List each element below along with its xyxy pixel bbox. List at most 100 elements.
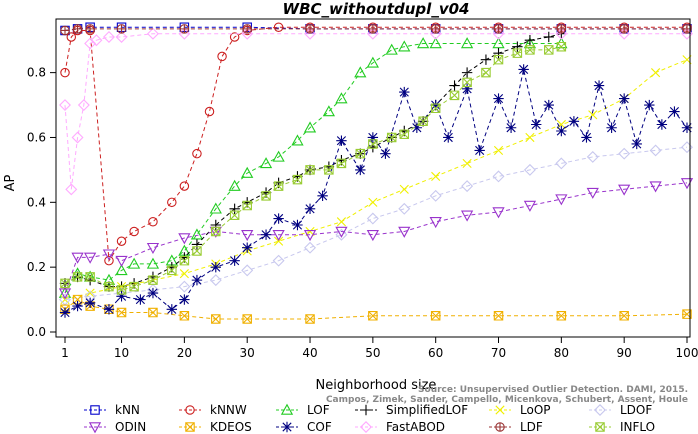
data-point	[336, 158, 347, 169]
series-line	[64, 33, 562, 288]
data-point	[211, 226, 221, 237]
data-point	[556, 41, 567, 52]
data-point	[493, 54, 504, 65]
legend-entry-ldf: LDF	[489, 420, 543, 434]
x-tick-label: 50	[365, 346, 380, 360]
series-cof	[59, 64, 693, 318]
legend-swatch-marker	[495, 405, 505, 415]
legend-entry-simplifiedlof: SimplifiedLOF	[355, 403, 468, 417]
legend-swatch-marker	[360, 421, 372, 433]
data-point	[59, 307, 71, 318]
data-point	[261, 191, 271, 201]
data-point	[179, 24, 190, 34]
data-point	[317, 190, 328, 202]
legend-swatch-marker	[360, 404, 372, 416]
data-point	[543, 99, 554, 111]
data-point	[335, 228, 348, 241]
data-point	[209, 274, 222, 287]
data-point	[59, 99, 71, 112]
y-tick-label: 0.2	[27, 260, 46, 274]
data-point	[398, 226, 411, 238]
data-point	[399, 184, 409, 194]
data-point	[305, 165, 315, 175]
data-point	[555, 194, 568, 206]
legend-label: SimplifiedLOF	[386, 403, 468, 417]
data-point	[274, 236, 284, 246]
legend-entry-ldof: LDOF	[589, 403, 652, 417]
data-point	[354, 66, 367, 78]
data-point	[241, 166, 254, 178]
data-point	[586, 150, 599, 163]
data-point	[148, 307, 158, 318]
data-point	[462, 158, 472, 168]
data-point	[512, 41, 523, 52]
data-point	[179, 311, 190, 321]
data-point	[523, 163, 536, 176]
y-tick-label: 0.4	[27, 195, 46, 209]
data-point	[336, 135, 347, 146]
data-point	[127, 257, 141, 269]
series-loop	[60, 55, 692, 305]
data-point	[103, 30, 115, 43]
legend-entry-inflo: INFLO	[589, 420, 655, 434]
data-point	[460, 210, 474, 222]
data-point	[204, 106, 215, 117]
data-point	[398, 202, 411, 215]
axis-ticks: 1 10 20 30 40 50 60 70 80 90 100 0.0 0.2 0.4 0.6 0.8	[27, 66, 698, 360]
data-point	[190, 228, 204, 240]
y-axis-label: AP	[3, 174, 18, 191]
data-point	[523, 200, 537, 212]
data-point	[462, 77, 472, 88]
legend-swatch-marker	[595, 422, 605, 432]
series-line	[64, 33, 687, 190]
data-point	[211, 314, 221, 324]
data-point	[192, 148, 202, 159]
data-point	[179, 181, 190, 191]
legend-entry-cof: COF	[276, 420, 332, 434]
data-point	[229, 210, 240, 221]
data-point	[493, 93, 504, 104]
data-point	[556, 24, 567, 34]
data-point	[191, 239, 203, 250]
data-point	[146, 242, 160, 255]
data-point	[411, 122, 423, 133]
data-point	[523, 37, 537, 49]
data-point	[367, 132, 379, 143]
data-point	[72, 272, 83, 282]
data-point	[531, 119, 542, 130]
data-point	[480, 54, 492, 65]
data-point	[241, 229, 254, 242]
legend-entry-kdeos: KDEOS	[179, 420, 252, 434]
data-point	[303, 121, 317, 133]
data-point	[102, 249, 116, 261]
data-point	[430, 103, 441, 114]
series-inflo	[60, 41, 567, 295]
legend-label: kNN	[115, 403, 140, 417]
x-tick-label: 70	[491, 346, 506, 360]
legend-swatch-marker	[280, 403, 294, 415]
data-point	[430, 99, 441, 111]
data-point	[399, 86, 410, 98]
data-point	[58, 288, 72, 300]
series-line	[64, 59, 688, 301]
data-point	[115, 264, 128, 276]
data-point	[147, 287, 159, 299]
x-tick-label: 60	[428, 346, 443, 360]
data-point	[179, 269, 189, 279]
data-point	[72, 294, 83, 305]
data-point	[649, 144, 662, 157]
data-point	[273, 22, 284, 32]
legend-entry-loop: LoOP	[489, 403, 551, 417]
y-tick-label: 0.0	[27, 325, 46, 339]
series-fastabod	[59, 27, 693, 196]
data-point	[272, 229, 285, 242]
data-point	[355, 164, 366, 176]
data-point	[631, 138, 642, 150]
data-point	[84, 297, 96, 309]
data-point	[493, 145, 504, 156]
data-point	[209, 202, 222, 214]
data-point	[273, 213, 284, 224]
legend-entry-odin: ODIN	[84, 420, 146, 434]
data-point	[481, 67, 491, 78]
